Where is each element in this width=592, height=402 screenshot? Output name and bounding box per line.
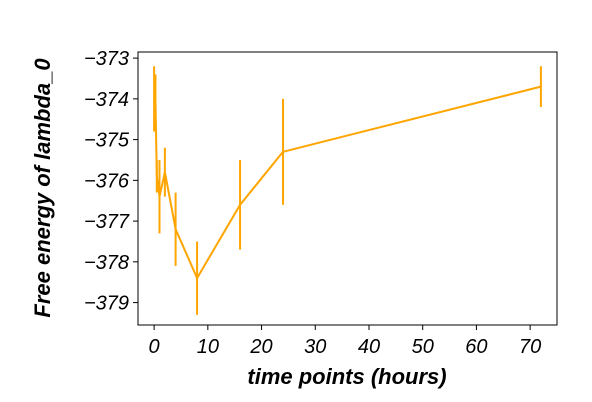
- y-tick-label: −378: [84, 252, 129, 274]
- x-tick-label: 70: [519, 336, 541, 358]
- error-bars: [153, 66, 542, 315]
- y-tick-label: −376: [84, 170, 130, 192]
- y-tick-label: −379: [84, 293, 129, 315]
- y-tick-label: −377: [84, 211, 130, 233]
- x-tick-label: 60: [465, 336, 487, 358]
- y-axis-label: Free energy of lambda_0: [30, 58, 55, 318]
- y-tick-label: −375: [84, 130, 130, 152]
- y-tick-label: −374: [84, 89, 129, 111]
- x-axis-label: time points (hours): [247, 364, 446, 389]
- series-lines: [153, 85, 542, 280]
- plot-frame: [137, 51, 558, 326]
- x-tick-label: 50: [412, 336, 434, 358]
- x-tick-label: 0: [149, 336, 160, 358]
- series-line: [153, 85, 542, 280]
- x-tick-label: 10: [197, 336, 219, 358]
- axis-ticks: 0 10 20 30 40 50 60 70 −373 −374 −375 −376 −377 −378 −…: [84, 48, 541, 358]
- y-tick-label: −373: [84, 48, 129, 70]
- x-tick-label: 20: [249, 336, 272, 358]
- x-tick-label: 30: [304, 336, 326, 358]
- x-tick-label: 40: [358, 336, 380, 358]
